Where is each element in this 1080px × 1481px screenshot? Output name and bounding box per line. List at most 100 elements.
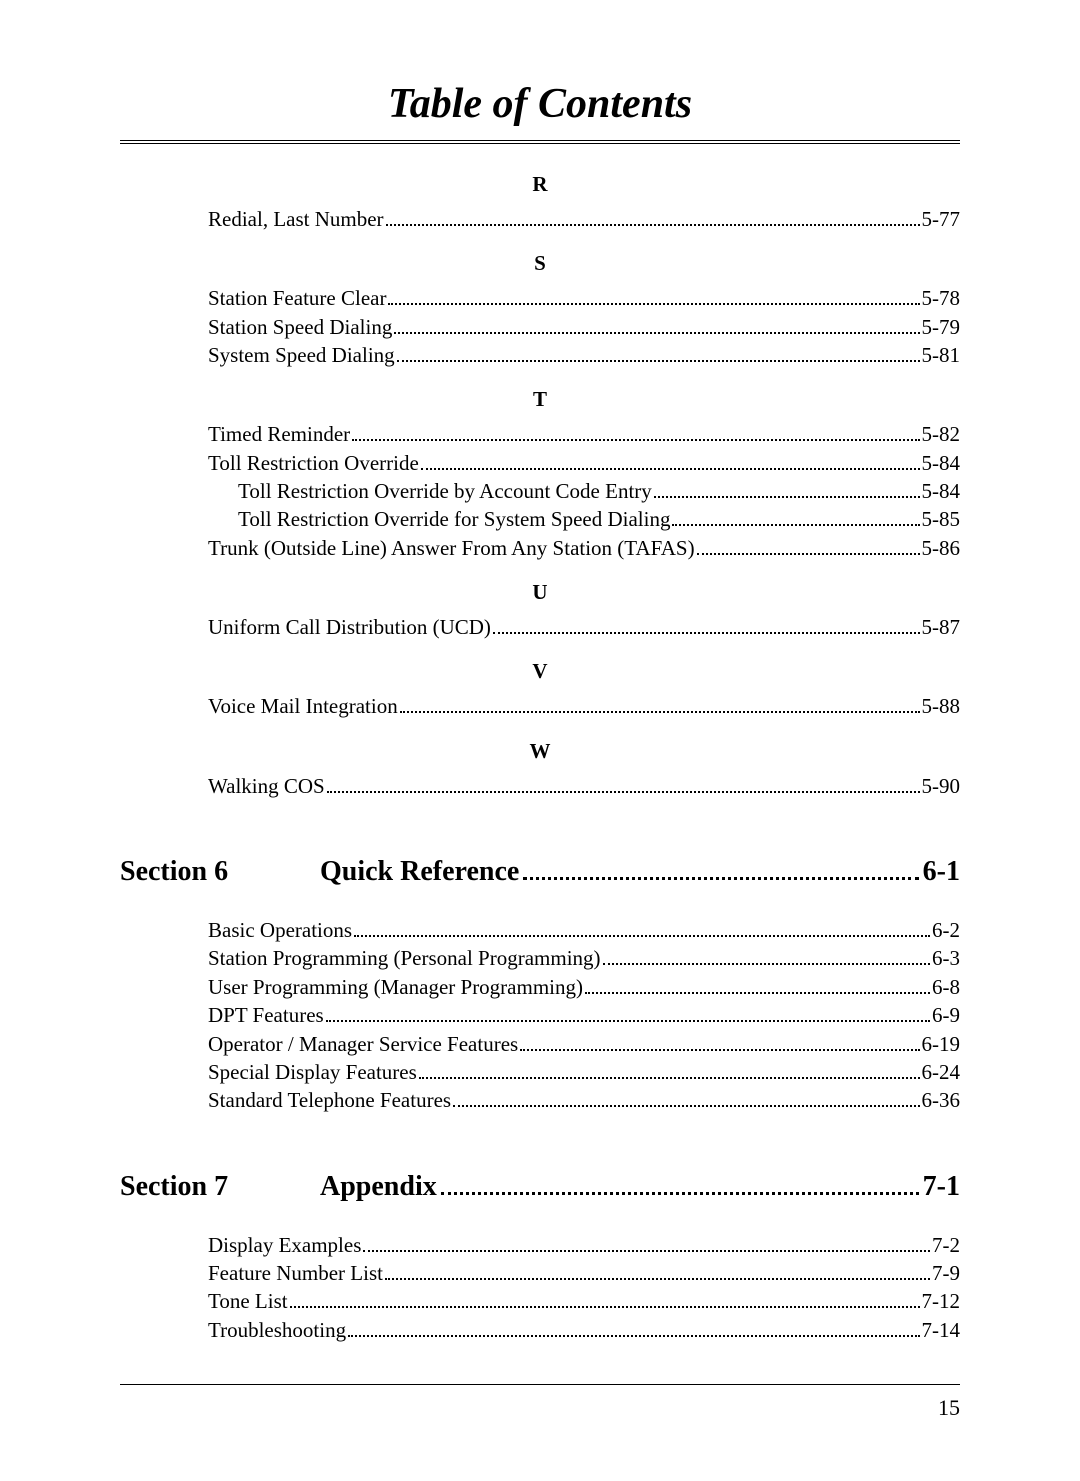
section-label: Section 6 xyxy=(120,856,320,888)
page: Table of Contents RRedial, Last Number5-… xyxy=(0,0,1080,1481)
toc-entry-label: Feature Number List xyxy=(208,1259,383,1287)
toc-entry-page: 5-82 xyxy=(922,420,961,448)
toc-entry-page: 5-79 xyxy=(922,313,961,341)
dot-leader xyxy=(397,360,920,362)
section-label: Section 7 xyxy=(120,1171,320,1203)
dot-leader xyxy=(523,877,918,880)
dot-leader xyxy=(290,1306,920,1308)
toc-entry: Feature Number List 7-9 xyxy=(208,1259,960,1287)
dot-leader xyxy=(352,439,919,441)
toc-entry: Walking COS5-90 xyxy=(208,772,960,800)
index-group: Station Feature Clear5-78Station Speed D… xyxy=(208,284,960,369)
toc-entry: Toll Restriction Override5-84 xyxy=(208,449,960,477)
dot-leader xyxy=(326,1020,930,1022)
index-letter: S xyxy=(120,251,960,276)
toc-entry-page: 5-85 xyxy=(922,505,961,533)
dot-leader xyxy=(520,1049,919,1051)
toc-entry-label: Uniform Call Distribution (UCD) xyxy=(208,613,491,641)
toc-entry-page: 5-90 xyxy=(922,772,961,800)
toc-entry: Station Programming (Personal Programmin… xyxy=(208,944,960,972)
toc-entry-page: 7-2 xyxy=(932,1231,960,1259)
index-block: R Redial, Last Number5-77 S Station Feature… xyxy=(120,172,960,800)
dot-leader xyxy=(697,553,920,555)
index-letter: W xyxy=(120,739,960,764)
footer-rule xyxy=(120,1384,960,1385)
toc-entry: Trunk (Outside Line) Answer From Any Sta… xyxy=(208,534,960,562)
dot-leader xyxy=(603,963,930,965)
index-letter: T xyxy=(120,387,960,412)
toc-entry-label: User Programming (Manager Programming) xyxy=(208,973,583,1001)
toc-entry: Timed Reminder 5-82 xyxy=(208,420,960,448)
toc-entry: DPT Features6-9 xyxy=(208,1001,960,1029)
toc-entry: Station Speed Dialing 5-79 xyxy=(208,313,960,341)
dot-leader xyxy=(327,791,920,793)
toc-entry: Troubleshooting7-14 xyxy=(208,1316,960,1344)
toc-entry-page: 6-36 xyxy=(922,1086,961,1114)
dot-leader xyxy=(400,711,920,713)
dot-leader xyxy=(386,224,920,226)
toc-entry-page: 5-88 xyxy=(922,692,961,720)
toc-entry: Basic Operations 6-2 xyxy=(208,916,960,944)
toc-entry-label: System Speed Dialing xyxy=(208,341,395,369)
toc-entry-page: 6-9 xyxy=(932,1001,960,1029)
toc-entry-page: 6-24 xyxy=(922,1058,961,1086)
dot-leader xyxy=(493,632,920,634)
index-group: Redial, Last Number5-77 xyxy=(208,205,960,233)
toc-entry: Toll Restriction Override by Account Cod… xyxy=(208,477,960,505)
section-entries: Display Examples 7-2 Feature Number List 7-… xyxy=(208,1231,960,1344)
section-heading: Section 6Quick Reference6-1 xyxy=(120,856,960,888)
dot-leader xyxy=(394,332,919,334)
toc-entry-page: 6-19 xyxy=(922,1030,961,1058)
toc-entry-page: 7-12 xyxy=(922,1287,961,1315)
toc-entry-page: 5-87 xyxy=(922,613,961,641)
dot-leader xyxy=(421,468,920,470)
toc-entry-label: Trunk (Outside Line) Answer From Any Sta… xyxy=(208,534,695,562)
index-group: Timed Reminder5-82Toll Restriction Overr… xyxy=(208,420,960,562)
index-group: Voice Mail Integration5-88 xyxy=(208,692,960,720)
index-letter: U xyxy=(120,580,960,605)
toc-entry-label: Special Display Features xyxy=(208,1058,417,1086)
section-entries: Basic Operations 6-2 Station Programming (… xyxy=(208,916,960,1114)
toc-entry: Redial, Last Number5-77 xyxy=(208,205,960,233)
toc-entry-page: 5-84 xyxy=(922,477,961,505)
toc-entry-label: Timed Reminder xyxy=(208,420,350,448)
toc-entry-label: Station Programming (Personal Programmin… xyxy=(208,944,601,972)
toc-entry-page: 7-9 xyxy=(932,1259,960,1287)
index-group: Walking COS5-90 xyxy=(208,772,960,800)
toc-entry-label: Station Speed Dialing xyxy=(208,313,392,341)
dot-leader xyxy=(453,1105,919,1107)
index-letter: V xyxy=(120,659,960,684)
toc-entry-page: 6-3 xyxy=(932,944,960,972)
toc-entry: Operator / Manager Service Features 6-19 xyxy=(208,1030,960,1058)
toc-entry: Special Display Features 6-24 xyxy=(208,1058,960,1086)
toc-entry: Display Examples 7-2 xyxy=(208,1231,960,1259)
sections-block: Section 6Quick Reference6-1 Basic Operati… xyxy=(120,856,960,1344)
toc-entry-label: Tone List xyxy=(208,1287,288,1315)
toc-entry-label: Basic Operations xyxy=(208,916,352,944)
dot-leader xyxy=(388,303,919,305)
toc-entry-page: 5-86 xyxy=(922,534,961,562)
toc-entry-page: 6-2 xyxy=(932,916,960,944)
section-page: 7-1 xyxy=(923,1171,960,1203)
toc-entry-page: 5-81 xyxy=(922,341,961,369)
section-heading: Section 7Appendix 7-1 xyxy=(120,1171,960,1203)
toc-entry-label: Toll Restriction Override for System Spe… xyxy=(208,505,670,533)
toc-entry: Toll Restriction Override for System Spe… xyxy=(208,505,960,533)
dot-leader xyxy=(363,1250,930,1252)
section-title: Appendix xyxy=(320,1171,437,1203)
toc-entry: Tone List 7-12 xyxy=(208,1287,960,1315)
dot-leader xyxy=(441,1192,919,1195)
section-title: Quick Reference xyxy=(320,856,519,888)
index-letter: R xyxy=(120,172,960,197)
toc-entry: Voice Mail Integration5-88 xyxy=(208,692,960,720)
dot-leader xyxy=(654,496,920,498)
toc-entry-page: 6-8 xyxy=(932,973,960,1001)
index-group: Uniform Call Distribution (UCD) 5-87 xyxy=(208,613,960,641)
toc-entry-label: Station Feature Clear xyxy=(208,284,386,312)
toc-entry-label: Operator / Manager Service Features xyxy=(208,1030,518,1058)
toc-entry-page: 7-14 xyxy=(922,1316,961,1344)
dot-leader xyxy=(348,1335,919,1337)
dot-leader xyxy=(354,935,930,937)
dot-leader xyxy=(585,992,930,994)
toc-entry-label: Display Examples xyxy=(208,1231,361,1259)
